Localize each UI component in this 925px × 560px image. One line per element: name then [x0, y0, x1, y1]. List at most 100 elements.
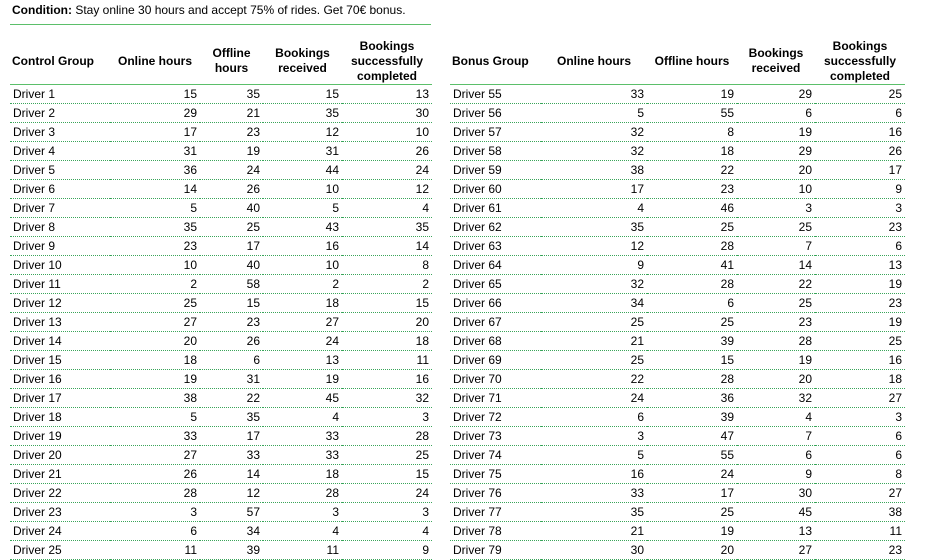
driver-name-cell: Driver 21 [10, 464, 110, 484]
value-cell: 17 [200, 236, 263, 256]
value-cell: 55 [647, 103, 737, 123]
table-row: Driver 67 25 25 23 19 [450, 312, 905, 332]
value-cell: 25 [110, 293, 200, 313]
value-cell: 25 [541, 312, 647, 332]
value-cell: 9 [342, 540, 432, 560]
value-cell: 16 [815, 122, 905, 142]
value-cell: 24 [200, 160, 263, 180]
value-cell: 12 [263, 122, 342, 142]
condition-label: Condition: [12, 3, 72, 17]
driver-name-cell: Driver 25 [10, 540, 110, 560]
table-row: Driver 73 3 47 7 6 [450, 426, 905, 446]
value-cell: 13 [815, 255, 905, 275]
value-cell: 2 [110, 274, 200, 294]
value-cell: 20 [647, 540, 737, 560]
value-cell: 15 [200, 293, 263, 313]
value-cell: 28 [263, 483, 342, 503]
value-cell: 2 [263, 274, 342, 294]
driver-name-cell: Driver 18 [10, 407, 110, 427]
value-cell: 19 [815, 274, 905, 294]
table-row: Driver 11 2 58 2 2 [10, 274, 432, 294]
driver-name-cell: Driver 60 [450, 179, 541, 199]
value-cell: 39 [647, 407, 737, 427]
value-cell: 24 [342, 483, 432, 503]
value-cell: 21 [541, 331, 647, 351]
value-cell: 40 [200, 198, 263, 218]
value-cell: 4 [737, 407, 815, 427]
driver-name-cell: Driver 78 [450, 521, 541, 541]
value-cell: 6 [815, 103, 905, 123]
value-cell: 11 [110, 540, 200, 560]
value-cell: 35 [200, 407, 263, 427]
value-cell: 11 [815, 521, 905, 541]
table-row: Driver 63 12 28 7 6 [450, 236, 905, 256]
value-cell: 10 [263, 255, 342, 275]
driver-name-cell: Driver 4 [10, 141, 110, 161]
value-cell: 27 [263, 312, 342, 332]
value-cell: 24 [342, 160, 432, 180]
value-cell: 7 [737, 426, 815, 446]
driver-name-cell: Driver 24 [10, 521, 110, 541]
table-row: Driver 78 21 19 13 11 [450, 521, 905, 541]
control-group-table: Control Group Online hours Offline hours Bo… [10, 38, 432, 560]
value-cell: 17 [200, 426, 263, 446]
value-cell: 12 [342, 179, 432, 199]
value-cell: 18 [263, 293, 342, 313]
table-row: Driver 12 25 15 18 15 [10, 293, 432, 313]
table-header-row: Control Group Online hours Offline hours Bo… [10, 38, 432, 85]
value-cell: 38 [815, 502, 905, 522]
value-cell: 31 [200, 369, 263, 389]
value-cell: 18 [815, 369, 905, 389]
driver-name-cell: Driver 10 [10, 255, 110, 275]
value-cell: 32 [737, 388, 815, 408]
value-cell: 28 [110, 483, 200, 503]
value-cell: 4 [263, 521, 342, 541]
value-cell: 29 [737, 141, 815, 161]
value-cell: 32 [541, 274, 647, 294]
value-cell: 31 [263, 141, 342, 161]
value-cell: 13 [263, 350, 342, 370]
value-cell: 28 [737, 331, 815, 351]
value-cell: 38 [110, 388, 200, 408]
value-cell: 25 [200, 217, 263, 237]
driver-name-cell: Driver 56 [450, 103, 541, 123]
value-cell: 24 [541, 388, 647, 408]
driver-name-cell: Driver 5 [10, 160, 110, 180]
value-cell: 9 [815, 179, 905, 199]
value-cell: 22 [200, 388, 263, 408]
driver-name-cell: Driver 9 [10, 236, 110, 256]
value-cell: 26 [342, 141, 432, 161]
value-cell: 26 [200, 331, 263, 351]
value-cell: 45 [737, 502, 815, 522]
value-cell: 3 [342, 502, 432, 522]
driver-name-cell: Driver 23 [10, 502, 110, 522]
value-cell: 28 [647, 369, 737, 389]
value-cell: 25 [342, 445, 432, 465]
value-cell: 33 [263, 445, 342, 465]
driver-name-cell: Driver 16 [10, 369, 110, 389]
table-row: Driver 57 32 8 19 16 [450, 122, 905, 142]
value-cell: 23 [200, 312, 263, 332]
table-row: Driver 18 5 35 4 3 [10, 407, 432, 427]
driver-name-cell: Driver 57 [450, 122, 541, 142]
table-row: Driver 24 6 34 4 4 [10, 521, 432, 541]
table-row: Driver 5 36 24 44 24 [10, 160, 432, 180]
value-cell: 18 [647, 141, 737, 161]
value-cell: 6 [737, 445, 815, 465]
value-cell: 23 [815, 540, 905, 560]
value-cell: 33 [110, 426, 200, 446]
table-row: Driver 4 31 19 31 26 [10, 141, 432, 161]
value-cell: 6 [815, 426, 905, 446]
value-cell: 4 [342, 521, 432, 541]
driver-name-cell: Driver 13 [10, 312, 110, 332]
value-cell: 16 [541, 464, 647, 484]
driver-name-cell: Driver 2 [10, 103, 110, 123]
value-cell: 19 [737, 350, 815, 370]
value-cell: 28 [647, 274, 737, 294]
table-row: Driver 15 18 6 13 11 [10, 350, 432, 370]
value-cell: 33 [263, 426, 342, 446]
value-cell: 27 [815, 483, 905, 503]
value-cell: 35 [110, 217, 200, 237]
column-header: Control Group [10, 38, 110, 85]
value-cell: 3 [737, 198, 815, 218]
